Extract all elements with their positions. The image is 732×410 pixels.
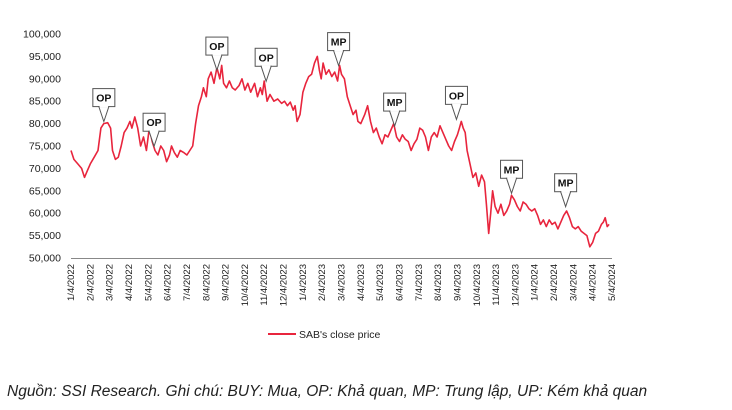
rating-callout: MP	[500, 159, 524, 195]
x-tick-label: 10/4/2023	[472, 264, 483, 306]
rating-callout: MP	[327, 32, 351, 68]
x-tick-label: 5/4/2022	[143, 264, 154, 301]
callout-label: OP	[96, 93, 111, 105]
callout-pointer	[148, 130, 160, 148]
line-chart: 100,000 95,000 90,000 85,000 80,000 75,000 70,…	[23, 29, 618, 342]
x-tick-label: 2/4/2023	[317, 264, 328, 301]
y-tick-label: 90,000	[29, 73, 61, 85]
callout-pointer	[332, 50, 345, 68]
callout-pointer	[388, 110, 401, 128]
y-axis: 100,000 95,000 90,000 85,000 80,000 75,000 70,…	[23, 29, 61, 265]
x-tick-label: 1/4/2024	[530, 264, 541, 301]
x-tick-label: 9/4/2022	[221, 264, 232, 301]
y-tick-label: 55,000	[29, 230, 61, 242]
y-tick-label: 80,000	[29, 118, 61, 130]
rating-callout: MP	[383, 92, 407, 128]
y-tick-label: 60,000	[29, 208, 61, 220]
x-tick-label: 2/4/2024	[549, 264, 560, 301]
x-tick-label: 4/4/2023	[356, 264, 367, 301]
callout-pointer	[450, 103, 463, 121]
x-tick-label: 11/4/2023	[491, 264, 502, 306]
x-tick-label: 8/4/2022	[201, 264, 212, 301]
x-axis: 1/4/2022 2/4/2022 3/4/2022 4/4/2022 5/4/2022…	[66, 258, 618, 306]
x-tick-label: 10/4/2022	[240, 264, 251, 306]
x-tick-label: 6/4/2023	[394, 264, 405, 301]
y-tick-label: 75,000	[29, 141, 61, 153]
x-tick-label: 9/4/2023	[452, 264, 463, 301]
y-tick-label: 95,000	[29, 51, 61, 63]
callout-label: MP	[504, 164, 520, 176]
series-group	[70, 55, 610, 248]
x-tick-label: 5/4/2023	[375, 264, 386, 301]
callout-label: MP	[331, 37, 347, 49]
x-tick-label: 6/4/2022	[163, 264, 174, 301]
rating-callout: OP	[92, 88, 116, 124]
x-tick-label: 1/4/2022	[66, 264, 77, 301]
y-tick-label: 50,000	[29, 253, 61, 265]
callout-pointer	[211, 54, 223, 72]
x-tick-label: 12/4/2022	[279, 264, 290, 306]
y-tick-label: 100,000	[23, 29, 61, 41]
x-tick-label: 12/4/2023	[510, 264, 521, 306]
x-tick-label: 1/4/2023	[298, 264, 309, 301]
x-tick-label: 3/4/2023	[337, 264, 348, 301]
callout-label: OP	[259, 52, 274, 64]
x-tick-label: 3/4/2022	[105, 264, 116, 301]
callout-label: OP	[209, 41, 224, 53]
rating-callout: OP	[142, 112, 166, 148]
x-tick-label: 5/4/2024	[607, 264, 618, 301]
x-tick-label: 7/4/2022	[182, 264, 193, 301]
rating-callout: MP	[554, 173, 578, 209]
rating-callout: OP	[444, 85, 468, 121]
y-tick-label: 85,000	[29, 96, 61, 108]
x-tick-label: 4/4/2022	[124, 264, 135, 301]
annotation-group: OP OP OP OP MP MP OP MP MP	[92, 32, 578, 209]
series-line	[70, 55, 610, 248]
y-tick-label: 65,000	[29, 185, 61, 197]
callout-pointer	[505, 177, 518, 195]
rating-callout: OP	[254, 47, 278, 83]
callout-pointer	[559, 191, 572, 209]
rating-callout: OP	[205, 36, 229, 72]
source-note: Nguồn: SSI Research. Ghi chú: BUY: Mua, …	[7, 383, 648, 400]
x-tick-label: 7/4/2023	[414, 264, 425, 301]
callout-pointer	[98, 106, 110, 124]
callout-label: OP	[146, 117, 161, 129]
x-tick-label: 4/4/2024	[588, 264, 599, 301]
callout-label: MP	[558, 178, 574, 190]
callout-label: OP	[449, 90, 464, 102]
callout-label: MP	[387, 97, 403, 109]
x-tick-label: 8/4/2023	[433, 264, 444, 301]
x-tick-label: 3/4/2024	[568, 264, 579, 301]
legend-label: SAB's close price	[299, 329, 381, 341]
legend: SAB's close price	[268, 329, 381, 341]
y-tick-label: 70,000	[29, 163, 61, 175]
callout-pointer	[260, 65, 272, 83]
x-tick-label: 11/4/2022	[259, 264, 270, 306]
x-tick-label: 2/4/2022	[85, 264, 96, 301]
